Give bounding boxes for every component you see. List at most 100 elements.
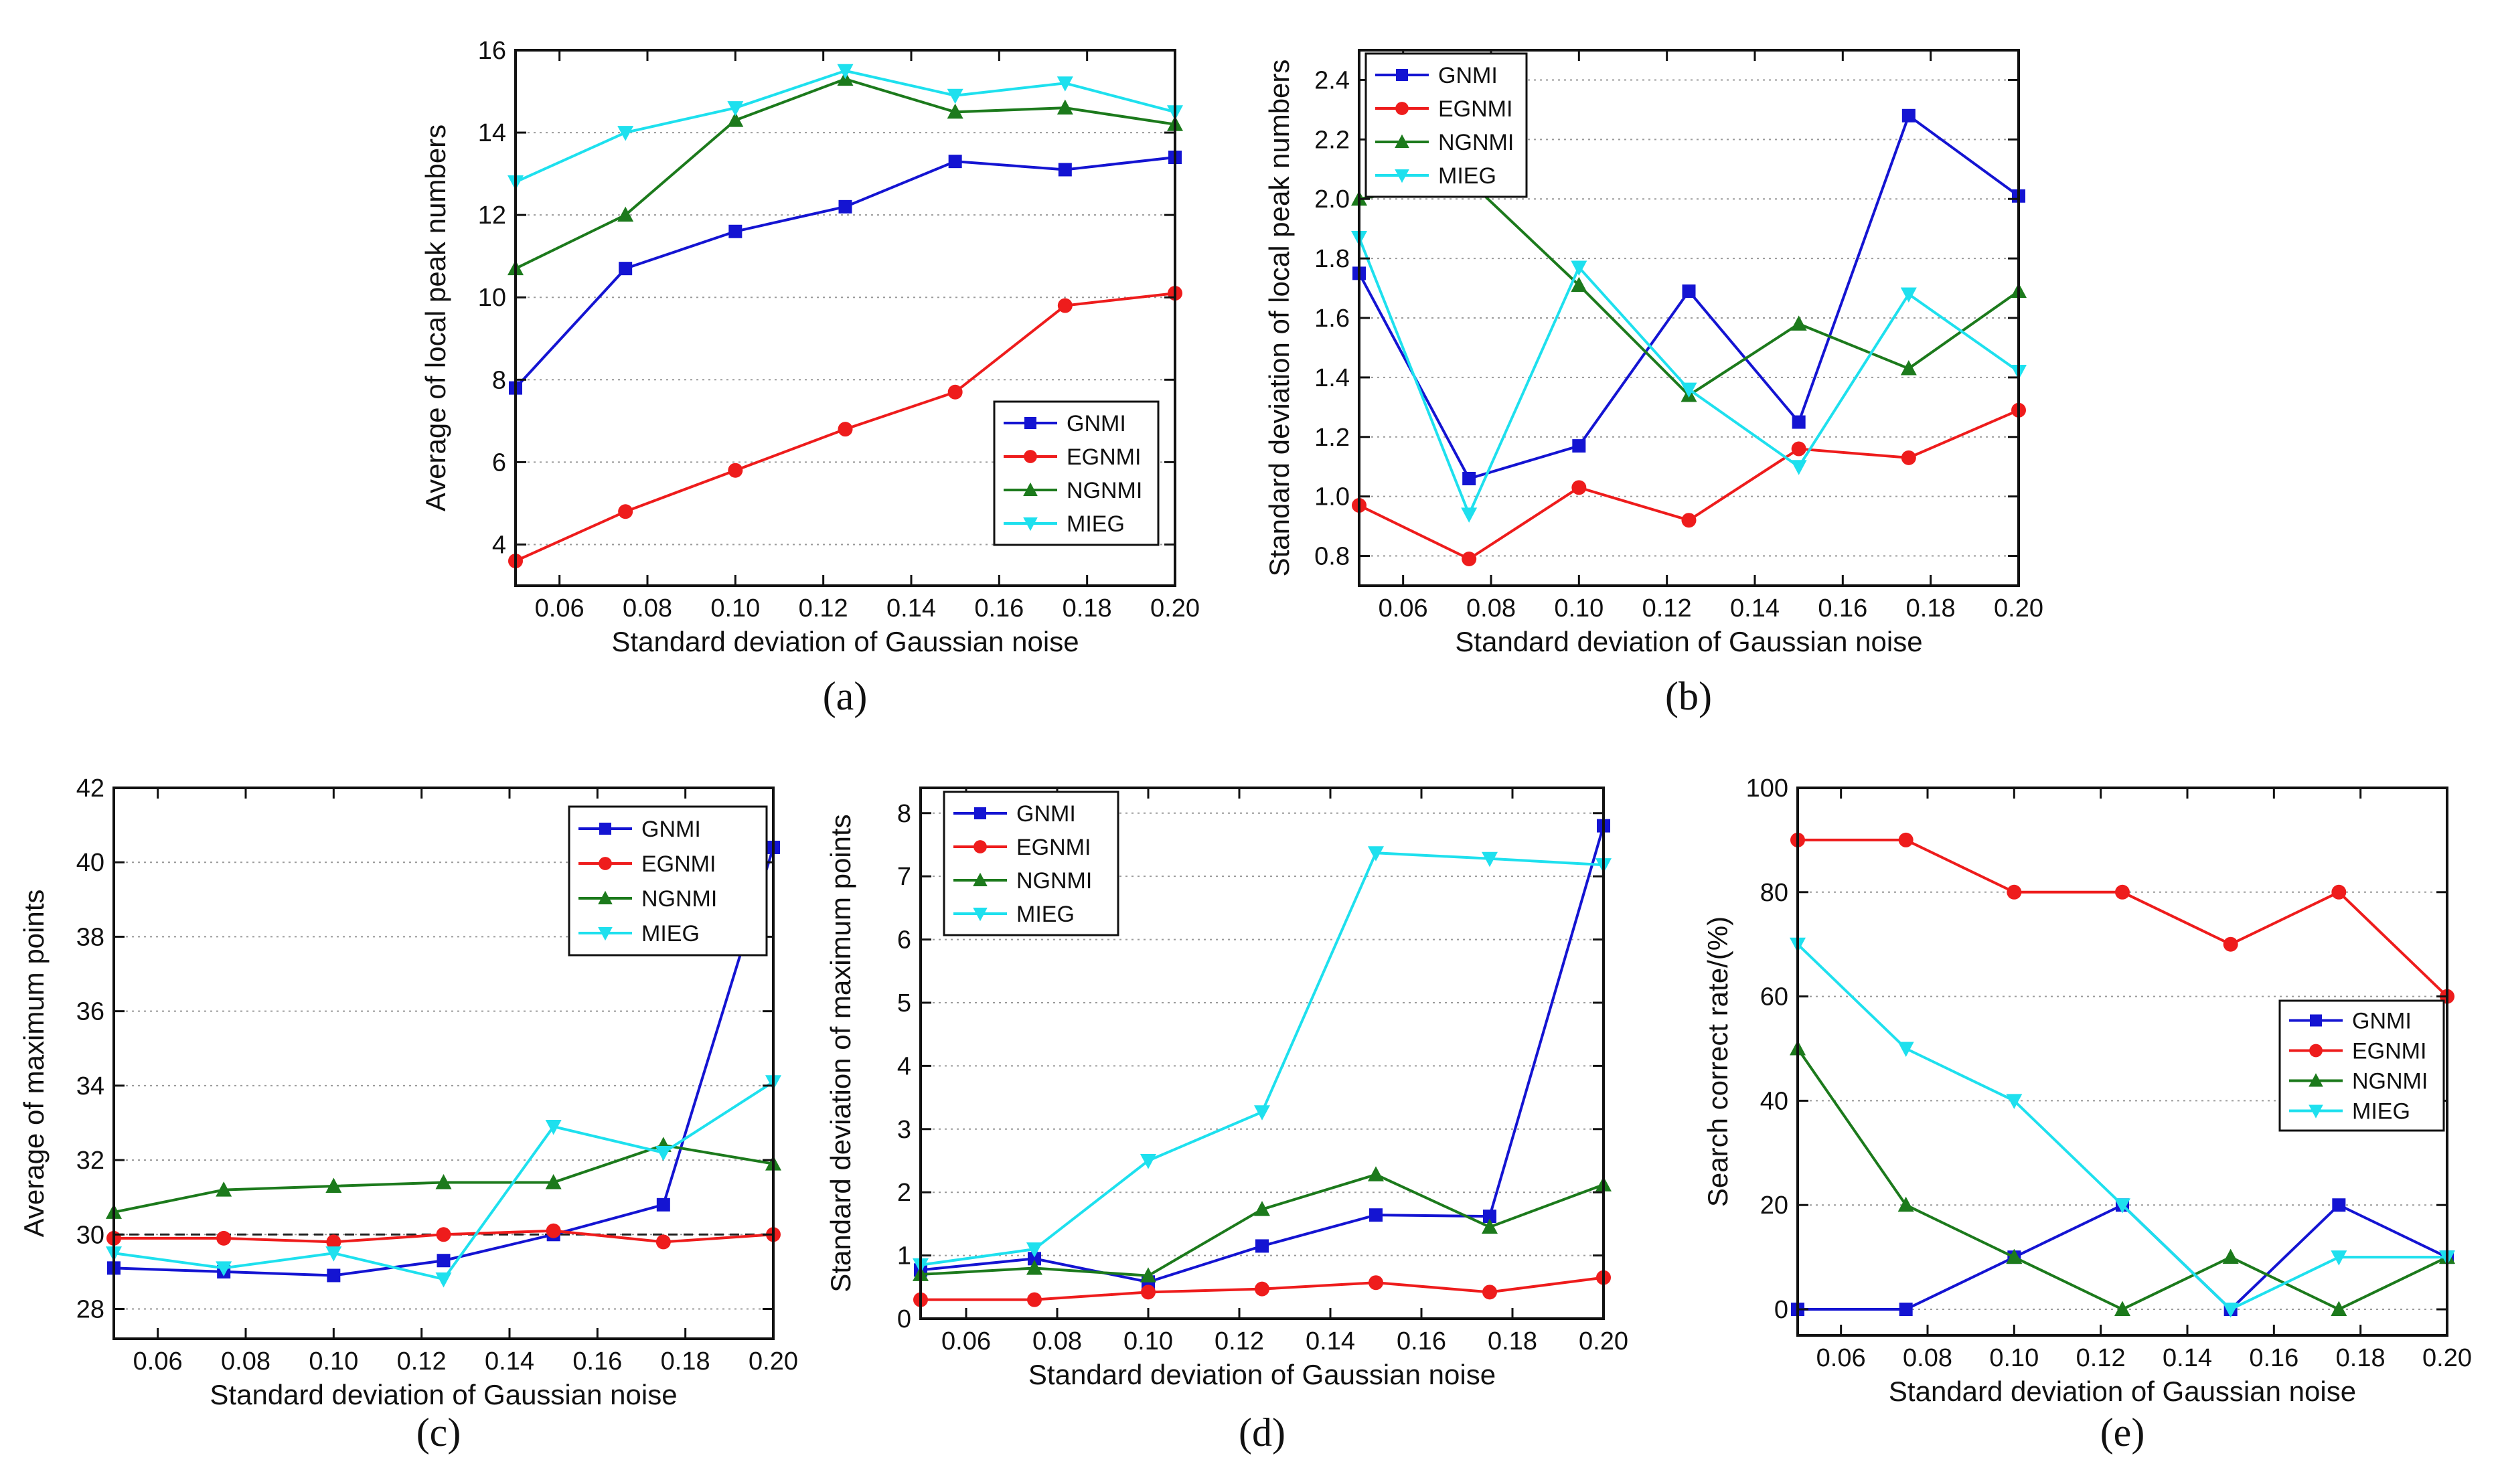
data-point-ngnmi	[727, 112, 744, 127]
data-point-mieg	[1140, 1153, 1156, 1169]
legend-marker-egnmi	[1024, 450, 1037, 463]
data-point-egnmi	[436, 1227, 451, 1242]
x-tick-label: 0.10	[309, 1347, 358, 1376]
legend-label: GNMI	[1016, 801, 1076, 827]
x-tick-label: 0.16	[974, 594, 1024, 623]
y-axis-title: Average of local peak numbers	[420, 125, 451, 511]
data-point-mieg	[2222, 1303, 2239, 1318]
x-tick-label: 0.06	[133, 1347, 183, 1376]
x-tick-label: 0.08	[1032, 1327, 1082, 1355]
y-tick-label: 36	[76, 998, 104, 1026]
y-tick-label: 4	[897, 1052, 911, 1080]
data-point-ngnmi	[1897, 1196, 1914, 1212]
y-tick-label: 32	[76, 1147, 104, 1175]
legend-marker-mieg	[973, 908, 988, 922]
y-tick-label: 8	[897, 800, 911, 828]
data-point-mieg	[1461, 507, 1478, 523]
y-tick-label: 12	[478, 201, 506, 230]
y-tick-label: 1	[897, 1242, 911, 1270]
data-point-mieg	[1897, 1042, 1914, 1058]
data-point-ngnmi	[2331, 1301, 2347, 1317]
legend-label: MIEG	[1438, 163, 1496, 189]
panel-label: (b)	[1665, 674, 1712, 718]
chart-panel-1: 4 6 8 10 12 14 16 0.06 0.08 0.10 0.12 0.14 0.16 0.18 0…	[420, 37, 1200, 718]
data-point-ngnmi	[2006, 1248, 2023, 1264]
x-tick-label: 0.10	[1989, 1344, 2039, 1372]
plot-frame	[919, 787, 1605, 1320]
legend-label: NGNMI	[641, 886, 717, 912]
data-point-egnmi	[1255, 1281, 1269, 1297]
data-point-ngnmi	[1057, 99, 1073, 115]
data-point-mieg	[2006, 1094, 2023, 1109]
data-point-egnmi	[1482, 1285, 1497, 1300]
y-tick-label: 2.0	[1314, 185, 1350, 214]
y-tick-label: 10	[478, 284, 506, 312]
legend-marker-egnmi	[2309, 1044, 2323, 1058]
y-tick-label: 28	[76, 1296, 104, 1324]
y-tick-label: 2.2	[1314, 126, 1350, 154]
data-point-ngnmi	[435, 1173, 452, 1189]
x-tick-label: 0.18	[1063, 594, 1112, 623]
data-point-ngnmi	[617, 206, 634, 222]
x-tick-label: 0.10	[710, 594, 760, 623]
data-point-ngnmi	[1368, 1166, 1384, 1181]
legend-label: MIEG	[1016, 902, 1075, 927]
data-point-gnmi	[327, 1268, 341, 1283]
data-point-egnmi	[1369, 1275, 1383, 1291]
data-point-gnmi	[728, 224, 743, 238]
y-tick-label: 6	[897, 926, 911, 955]
y-tick-label: 0.8	[1314, 543, 1350, 571]
legend-box	[943, 791, 1119, 936]
x-tick-label: 0.06	[535, 594, 584, 623]
data-point-gnmi	[1462, 472, 1476, 485]
legend-label: NGNMI	[1016, 868, 1092, 894]
panel-label: (c)	[416, 1410, 461, 1455]
legend-marker-gnmi	[2310, 1014, 2322, 1027]
x-tick-label: 0.16	[572, 1347, 622, 1376]
legend-marker-gnmi	[1396, 69, 1408, 81]
plot-frame	[514, 49, 1176, 587]
series-line-gnmi	[514, 156, 1176, 389]
data-point-ngnmi	[216, 1181, 232, 1197]
x-tick-label: 0.14	[886, 594, 936, 623]
data-point-gnmi	[1792, 415, 1806, 429]
data-point-gnmi	[1899, 1303, 1913, 1317]
legend-label: MIEG	[641, 921, 700, 946]
y-tick-label: 40	[1760, 1087, 1788, 1115]
plot-frame	[1796, 787, 2448, 1337]
data-point-mieg	[435, 1272, 452, 1288]
data-point-ngnmi	[1026, 1259, 1042, 1275]
legend-label: EGNMI	[2352, 1039, 2426, 1064]
panel-label: (e)	[2100, 1410, 2145, 1455]
data-point-mieg	[1368, 846, 1384, 861]
x-tick-label: 0.16	[1397, 1327, 1446, 1355]
y-tick-label: 38	[76, 923, 104, 951]
data-point-egnmi	[618, 504, 633, 519]
legend: GNMI EGNMI NGNMI MIEG	[943, 791, 1119, 936]
x-tick-label: 0.20	[2422, 1344, 2472, 1372]
data-point-egnmi	[838, 422, 853, 437]
x-tick-label: 0.18	[2336, 1344, 2386, 1372]
data-point-mieg	[1482, 851, 1498, 868]
x-axis-title: Standard deviation of Gaussian noise	[611, 626, 1079, 657]
data-point-egnmi	[216, 1230, 232, 1246]
x-tick-label: 0.06	[941, 1327, 991, 1355]
chart-panel-5: 0 20 40 60 80 100 0.06 0.08 0.10 0.12 0.14 0.16 0.18…	[1702, 774, 2472, 1455]
legend-marker-ngnmi	[2309, 1073, 2323, 1087]
y-tick-label: 20	[1760, 1191, 1788, 1220]
data-point-gnmi	[619, 262, 633, 276]
data-point-ngnmi	[1254, 1201, 1270, 1216]
data-point-gnmi	[656, 1198, 670, 1212]
data-point-ngnmi	[1571, 276, 1587, 293]
data-point-egnmi	[2007, 884, 2022, 900]
legend-marker-mieg	[2309, 1104, 2323, 1119]
data-point-mieg	[1026, 1242, 1042, 1258]
x-axis-title: Standard deviation of Gaussian noise	[210, 1379, 677, 1410]
x-tick-label: 0.08	[1903, 1344, 1952, 1372]
y-tick-label: 34	[76, 1072, 104, 1100]
data-point-mieg	[617, 126, 634, 141]
legend-label: GNMI	[641, 817, 701, 842]
legend-marker-egnmi	[973, 840, 987, 853]
x-axis-title: Standard deviation of Gaussian noise	[1455, 626, 1922, 657]
y-tick-label: 42	[76, 774, 104, 803]
